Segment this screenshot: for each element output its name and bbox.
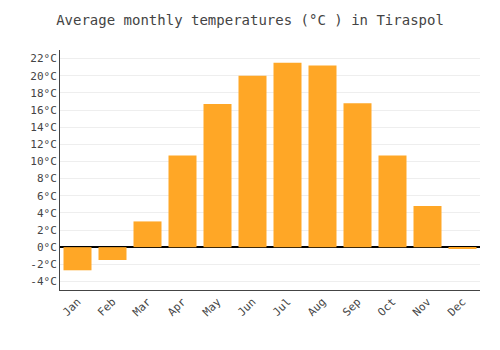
svg-text:-4°C: -4°C	[30, 275, 57, 288]
svg-text:Mar: Mar	[130, 295, 154, 319]
svg-text:8°C: 8°C	[37, 172, 57, 185]
svg-text:0°C: 0°C	[37, 241, 57, 254]
svg-text:22°C: 22°C	[30, 52, 57, 65]
svg-text:Aug: Aug	[305, 296, 328, 319]
svg-text:Average monthly temperatures (: Average monthly temperatures (°C ) in Ti…	[56, 12, 444, 28]
svg-text:Jan: Jan	[60, 296, 83, 319]
svg-text:20°C: 20°C	[30, 70, 57, 83]
svg-text:4°C: 4°C	[37, 207, 57, 220]
svg-text:6°C: 6°C	[37, 190, 57, 203]
svg-text:12°C: 12°C	[30, 138, 57, 151]
svg-text:Jul: Jul	[270, 296, 293, 319]
svg-text:Apr: Apr	[165, 295, 189, 319]
svg-text:Jun: Jun	[235, 296, 258, 319]
svg-text:10°C: 10°C	[30, 155, 57, 168]
svg-text:Sep: Sep	[340, 296, 363, 319]
svg-text:Oct: Oct	[375, 296, 398, 319]
svg-text:18°C: 18°C	[30, 87, 57, 100]
svg-text:Nov: Nov	[410, 295, 434, 319]
svg-text:Dec: Dec	[445, 296, 468, 319]
svg-text:May: May	[200, 295, 224, 319]
svg-text:-2°C: -2°C	[30, 258, 57, 271]
svg-text:16°C: 16°C	[30, 104, 57, 117]
svg-text:Feb: Feb	[95, 296, 118, 319]
svg-text:14°C: 14°C	[30, 121, 57, 134]
svg-text:2°C: 2°C	[37, 224, 57, 237]
